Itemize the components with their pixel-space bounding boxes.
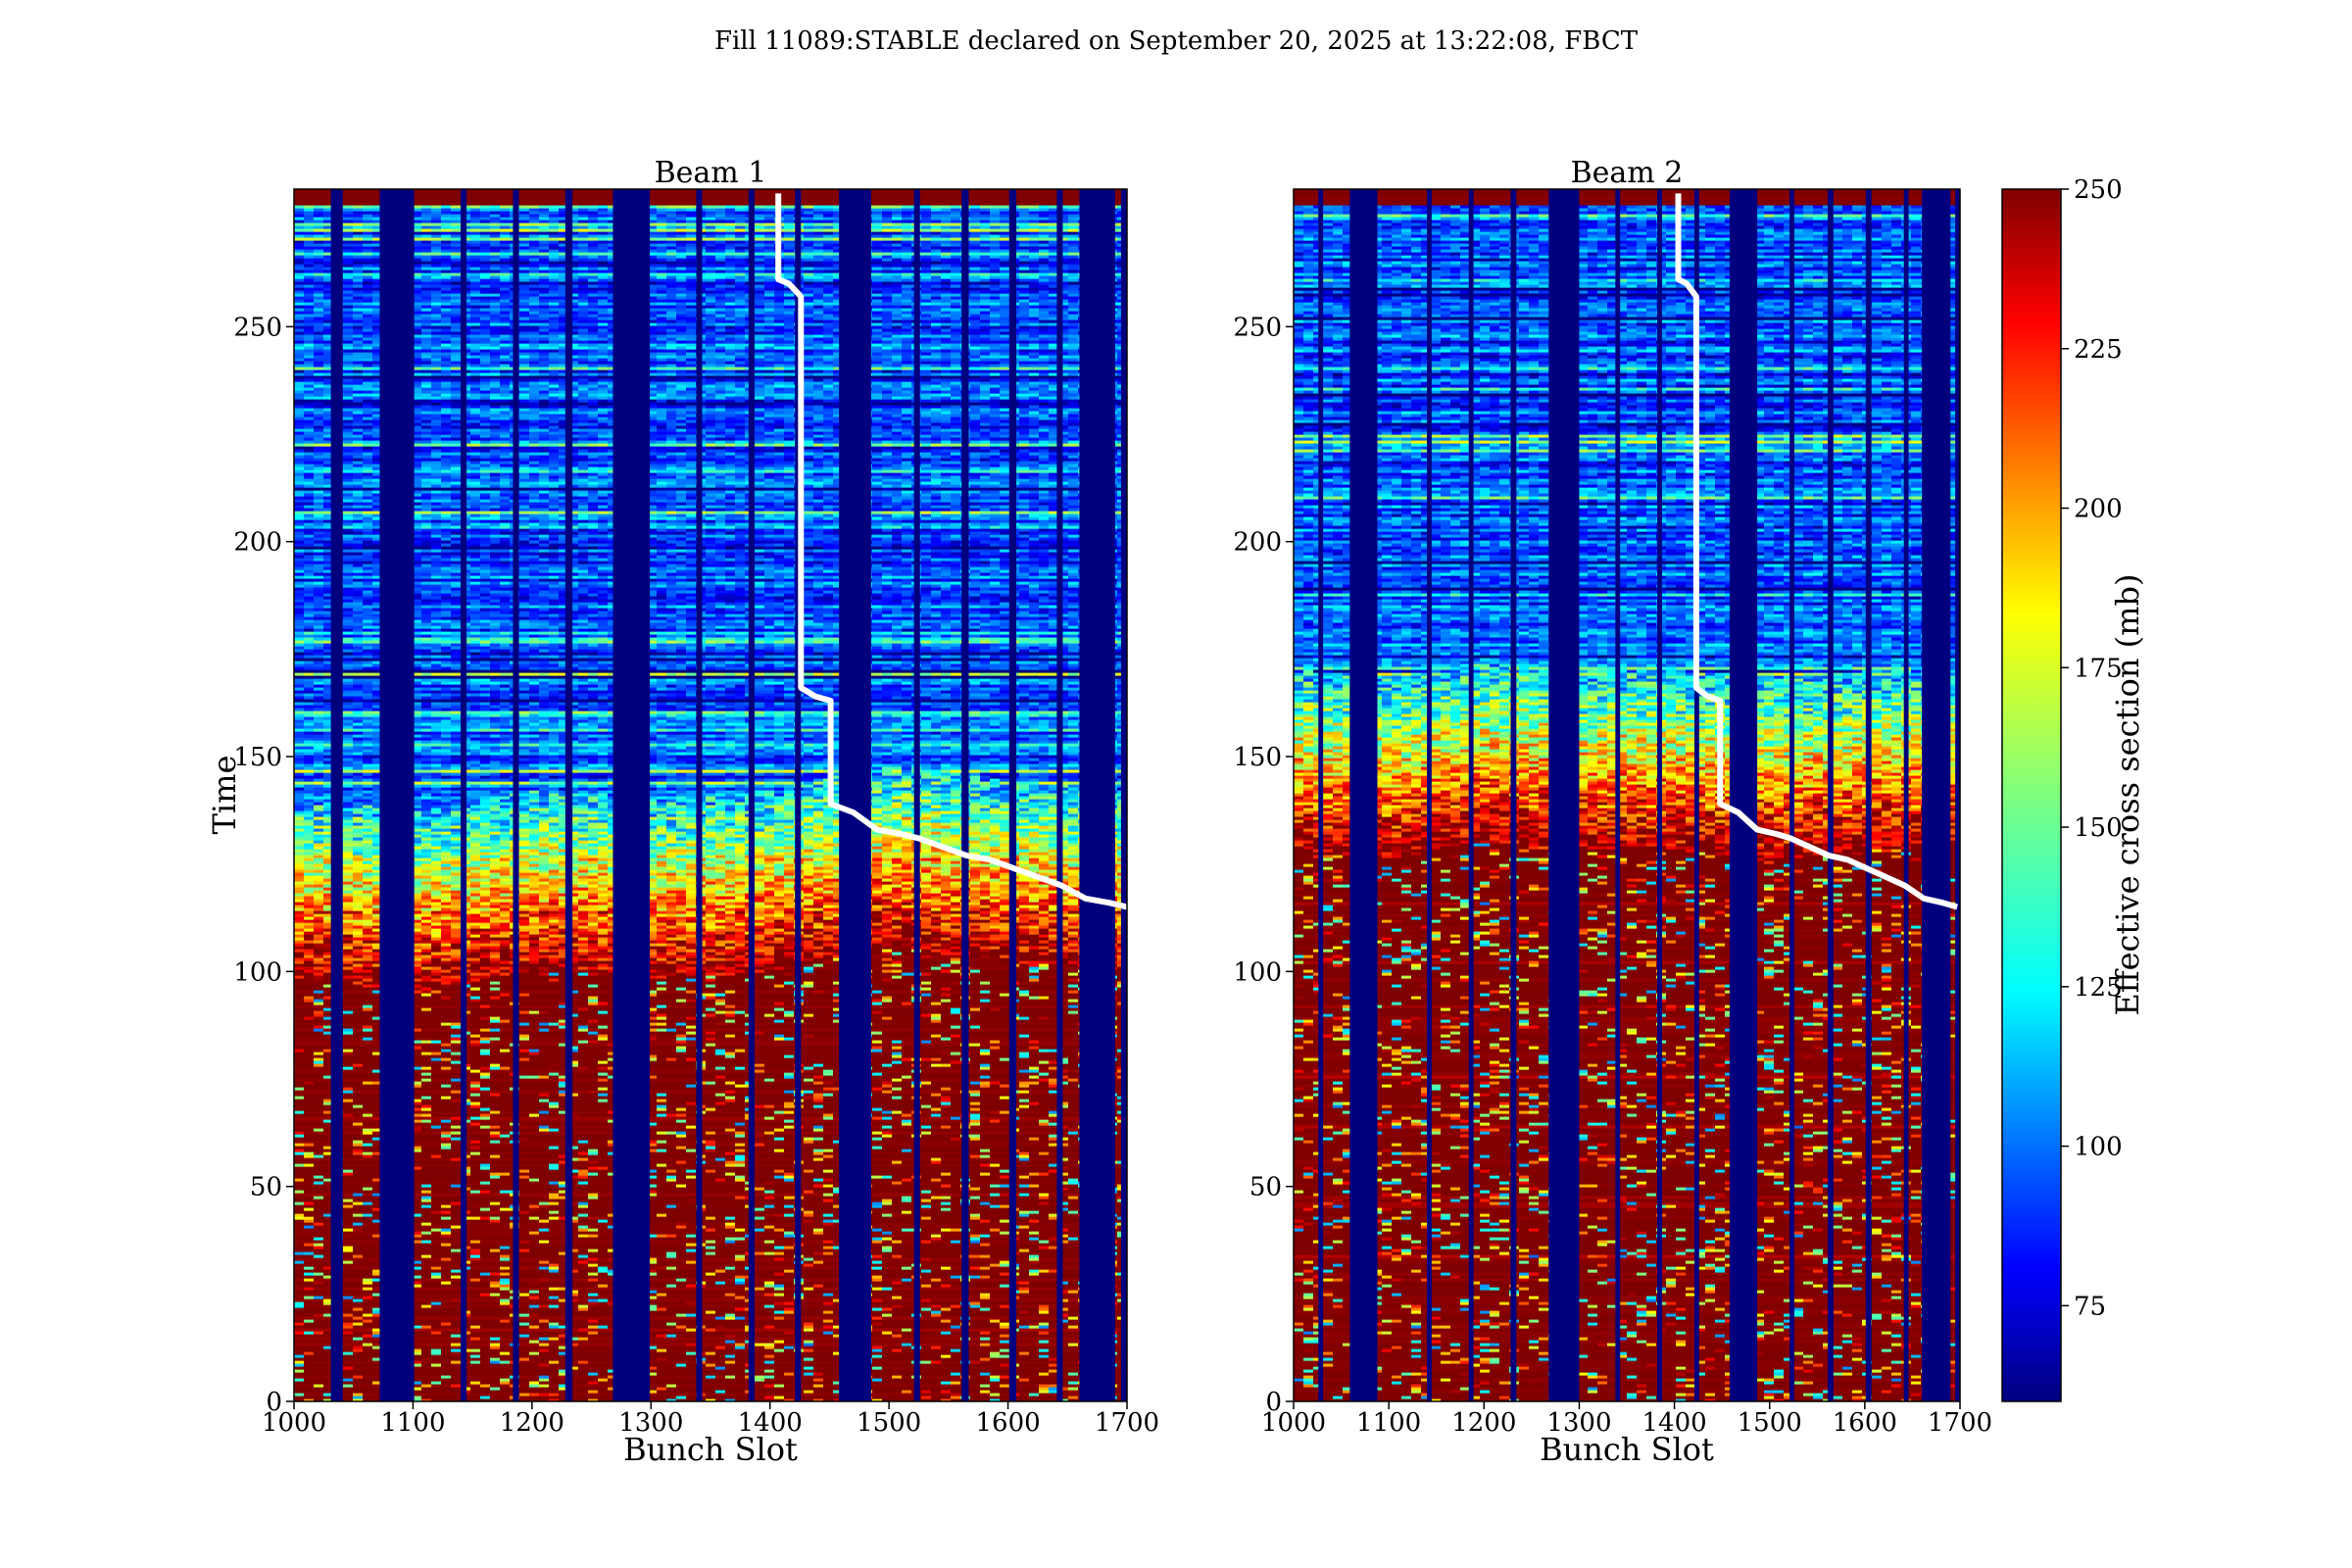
beam-1-title: Beam 1: [655, 156, 767, 190]
figure-title: Fill 11089:STABLE declared on September …: [714, 26, 1639, 56]
beam-1-heatmap: [294, 187, 1128, 1402]
beam-1-panel: Beam 1 1000 1100 1200 1300 1400 1500 1600 1700 …: [206, 156, 1159, 1468]
